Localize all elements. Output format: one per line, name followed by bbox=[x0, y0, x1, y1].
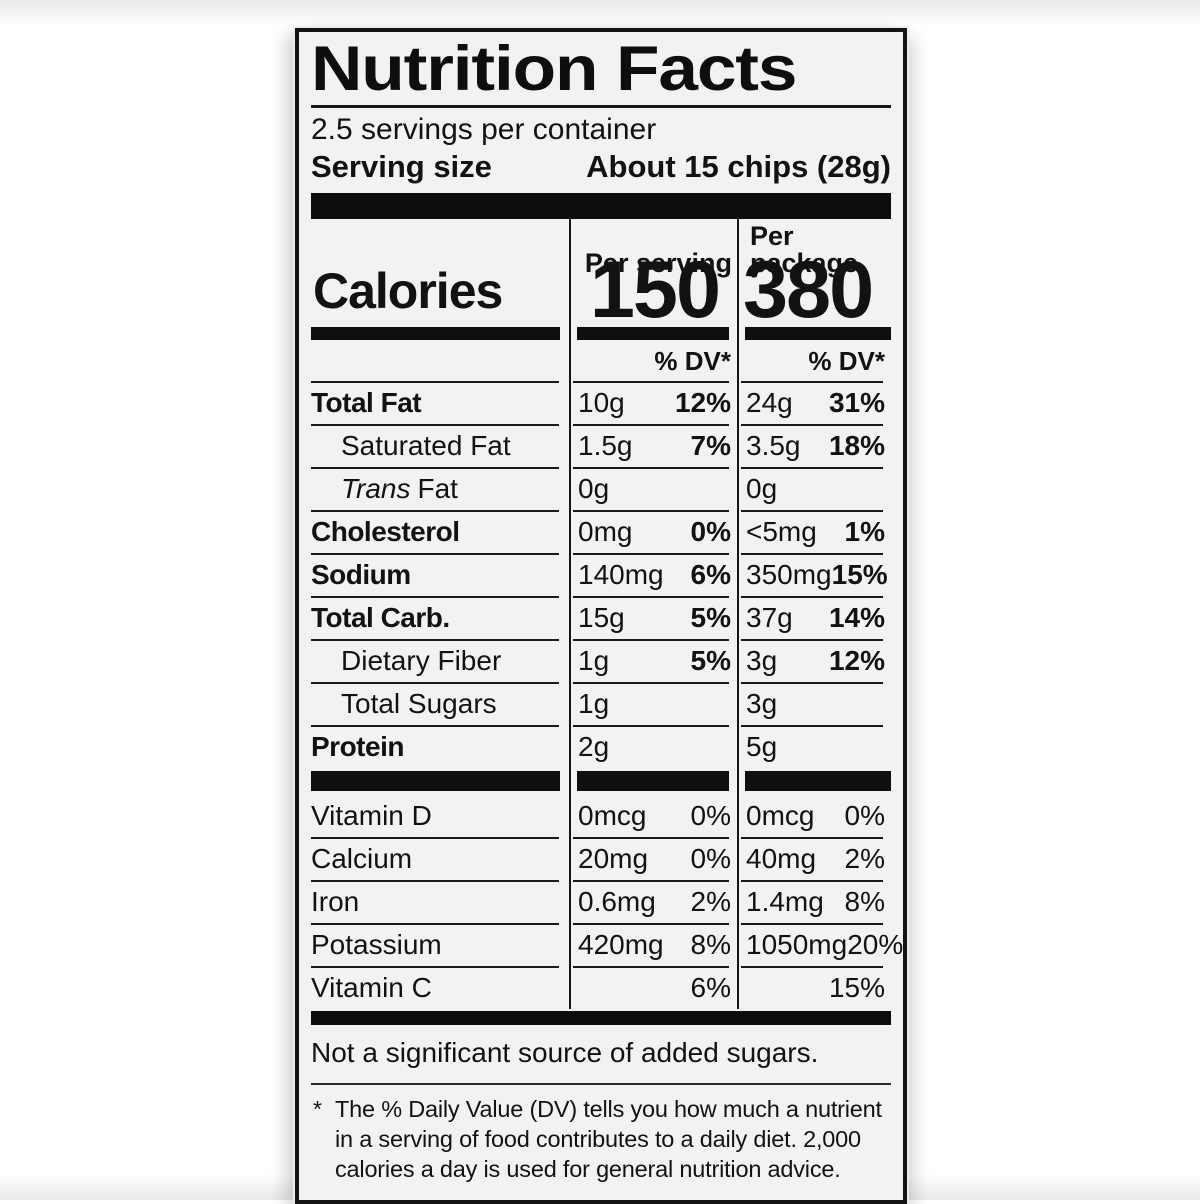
column-divider-2 bbox=[737, 219, 739, 1009]
servings-per-container: 2.5 servings per container bbox=[311, 113, 657, 146]
nutrient-row-protein: Protein 2g 5g bbox=[311, 725, 891, 768]
vitamin-row-vitamin-d: Vitamin D 0mcg 0% 0mcg 0% bbox=[311, 799, 885, 831]
nutrient-row-cholesterol: Cholesterol 0mg 0% <5mg 1% bbox=[311, 510, 891, 553]
not-significant-note: Not a significant source of added sugars… bbox=[311, 1037, 819, 1068]
per-package-header: Per package bbox=[750, 221, 859, 278]
daily-value-header-row: % DV* % DV* bbox=[311, 341, 891, 381]
per-serving-header: Per serving bbox=[584, 248, 732, 278]
vitamin-row-iron: Iron 0.6mg 2% 1.4mg 8% bbox=[311, 880, 891, 923]
page-top-shading bbox=[0, 0, 1200, 26]
column-divider-1 bbox=[569, 219, 571, 1009]
footnote-asterisk: * bbox=[313, 1096, 322, 1122]
nutrient-row-total-fat: Total Fat 10g 12% 24g 31% bbox=[311, 381, 891, 424]
vitamins-section: Vitamin D 0mcg 0% 0mcg 0% Calcium 20mg 0% 4… bbox=[311, 794, 903, 1009]
dv-header-per-serving: % DV* bbox=[654, 345, 731, 376]
calories-per-serving: 150 bbox=[589, 244, 721, 335]
nutrient-row-saturated-fat: Saturated Fat 1.5g 7% 3.5g 18% bbox=[311, 424, 891, 467]
label-title: Nutrition Facts bbox=[311, 34, 891, 104]
vitamin-row-vitamin-c: Vitamin C 6% 15% bbox=[311, 966, 891, 1009]
nutrient-row-total-sugars: Total Sugars 1g 3g bbox=[311, 682, 891, 725]
daily-value-footnote: * The % Daily Value (DV) tells you how m… bbox=[311, 1085, 891, 1188]
footnote-divider bbox=[311, 1083, 891, 1085]
serving-size-row: Serving size About 15 chips (28g) bbox=[311, 148, 891, 193]
calories-label: Calories bbox=[313, 263, 503, 319]
calories-underline-bars bbox=[311, 326, 891, 341]
thick-separator-bar-top bbox=[311, 193, 891, 219]
nutrient-row-trans-fat: Trans Fat 0g 0g bbox=[311, 467, 891, 510]
column-headers-row: Per serving Per package bbox=[311, 219, 891, 277]
vitamin-row-potassium: Potassium 420mg 8% 1050mg 20% bbox=[311, 923, 903, 966]
nutrients-section: Total Fat 10g 12% 24g 31% Saturated Fat 1.… bbox=[311, 381, 891, 768]
nutrient-row-total-carb: Total Carb. 15g 5% 37g 14% bbox=[311, 596, 891, 639]
calories-row: Calories 150 380 bbox=[311, 244, 891, 335]
mid-separator-bars bbox=[311, 768, 891, 794]
serving-size-value: About 15 chips (28g) bbox=[586, 149, 891, 184]
dv-header-per-package: % DV* bbox=[808, 345, 885, 376]
title-divider bbox=[311, 105, 891, 108]
serving-size-label: Serving size bbox=[311, 149, 492, 184]
calories-per-package: 380 bbox=[743, 244, 874, 335]
vitamin-row-calcium: Calcium 20mg 0% 40mg 2% bbox=[311, 837, 891, 880]
footnote-text: The % Daily Value (DV) tells you how muc… bbox=[335, 1096, 882, 1182]
nutrient-row-sodium: Sodium 140mg 6% 350mg 15% bbox=[311, 553, 891, 596]
nutrient-row-dietary-fiber: Dietary Fiber 1g 5% 3g 12% bbox=[311, 639, 891, 682]
nutrition-facts-label: Nutrition Facts 2.5 servings per contain… bbox=[295, 28, 907, 1204]
thick-separator-bar-bottom bbox=[311, 1011, 891, 1025]
nutrition-table: Per serving Per package Calories 150 380… bbox=[311, 219, 903, 1009]
label-title-text: Nutrition Facts bbox=[311, 34, 797, 104]
